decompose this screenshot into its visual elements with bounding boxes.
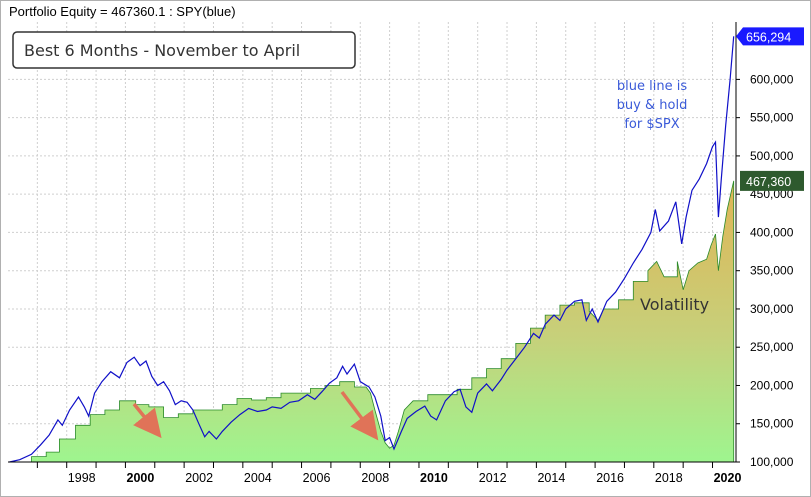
y-tick-label: 200,000 (750, 378, 794, 392)
x-tick-label: 1998 (68, 471, 96, 485)
equity-area (9, 180, 735, 463)
x-tick-label: 2018 (655, 471, 683, 485)
blue-note-line-2: buy & hold (617, 98, 688, 113)
spy-line (9, 36, 735, 463)
x-tick-label: 2014 (537, 471, 565, 485)
chart-title: Portfolio Equity = 467360.1 : SPY(blue) (9, 4, 236, 19)
y-tick-label: 500,000 (750, 149, 794, 163)
blue-note-line-1: blue line is (617, 79, 687, 94)
x-tick-label: 2006 (303, 471, 331, 485)
strategy-label: Best 6 Months - November to April (24, 41, 300, 60)
x-axis: 1998 2000 2002 2004 2006 2008 2010 2012 2014 2016… (36, 462, 742, 485)
x-tick-label: 2000 (127, 471, 155, 485)
equity-last-value-badge (740, 170, 804, 191)
y-tick-label: 600,000 (750, 72, 794, 86)
x-tick-label: 2010 (420, 471, 448, 485)
spy-last-value-label: 656,294 (746, 30, 791, 44)
value-badges: 656,294 467,360 (736, 27, 804, 191)
x-tick-label: 2016 (596, 471, 624, 485)
y-tick-label: 400,000 (750, 225, 794, 239)
equity-last-value-label: 467,360 (746, 175, 791, 189)
x-tick-label: 2008 (361, 471, 389, 485)
drawdown-arrow-2000 (132, 402, 162, 439)
y-tick-label: 350,000 (750, 264, 794, 278)
x-tick-label: 2004 (244, 471, 272, 485)
equity-area-layer (9, 180, 735, 463)
y-tick-label: 150,000 (750, 417, 794, 431)
y-tick-label: 300,000 (750, 302, 794, 316)
spy-line-layer (9, 36, 735, 463)
volatility-label: Volatility (640, 295, 709, 314)
blue-note-line-3: for $SPX (624, 117, 679, 132)
y-tick-label: 250,000 (750, 340, 794, 354)
x-tick-label: 2020 (714, 471, 742, 485)
y-axis: 100,000 150,000 200,000 250,000 300,000 350,0… (736, 72, 794, 469)
strategy-label-box (12, 31, 356, 69)
drawdown-arrow-2008 (340, 390, 379, 441)
y-tick-label: 550,000 (750, 111, 794, 125)
spy-last-value-badge (736, 27, 804, 46)
x-tick-label: 2012 (479, 471, 507, 485)
x-tick-label: 2002 (185, 471, 213, 485)
y-tick-label: 100,000 (750, 455, 794, 469)
